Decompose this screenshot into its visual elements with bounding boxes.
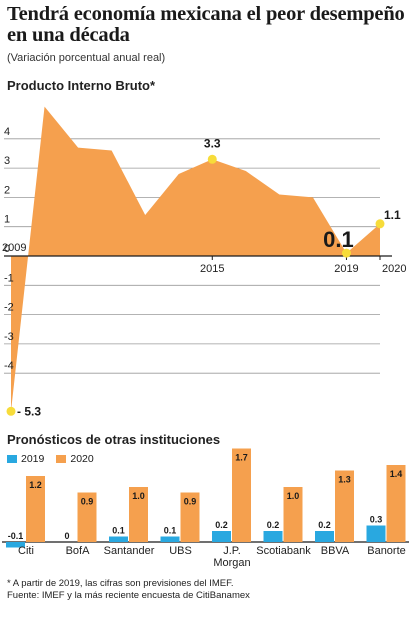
bar-2019 — [263, 531, 283, 542]
bar-2020 — [283, 487, 303, 542]
bar-2019 — [366, 525, 386, 542]
bar-2020 — [335, 470, 354, 542]
bar-value-label: 0.1 — [112, 526, 125, 536]
bar-value-label: 1.2 — [29, 480, 42, 490]
bar-2019 — [315, 531, 334, 542]
gdp-chart-title: Producto Interno Bruto* — [7, 78, 156, 93]
y-tick-label: 4 — [4, 126, 10, 138]
bar-2020 — [129, 487, 148, 542]
footnote-note: * A partir de 2019, las cifras son previ… — [7, 578, 234, 589]
legend-label-2019: 2019 — [21, 453, 45, 465]
bar-2019 — [160, 536, 180, 542]
bar-2019 — [109, 536, 128, 542]
footnote-source: Fuente: IMEF y la más reciente encuesta … — [7, 590, 250, 601]
category-label: Santander — [104, 545, 155, 557]
highlight-label: 3.3 — [204, 136, 221, 150]
bar-value-label: 0.2 — [215, 520, 228, 530]
gdp-area — [11, 106, 380, 412]
bar-value-label: 1.0 — [132, 491, 145, 501]
y-tick-label: 3 — [4, 155, 10, 167]
bar-value-label: 0.2 — [267, 520, 280, 530]
category-label: UBS — [169, 545, 192, 557]
highlight-label: 0.1 — [323, 227, 354, 252]
bar-value-label: 1.0 — [287, 491, 300, 501]
bar-value-label: 0.2 — [318, 520, 331, 530]
category-label: J.P. Morgan — [213, 545, 250, 569]
category-label: BBVA — [321, 545, 350, 557]
bar-value-label: 0.9 — [184, 497, 197, 507]
gdp-area-chart: 4 3 2 1 0 -1 -2 -3 -4 2009 2015 2019 2020 - 5.3 3.3 0.1… — [2, 106, 406, 418]
category-label: Banorte — [367, 545, 406, 557]
y-tick-label: 2 — [4, 184, 10, 196]
y-tick-label: 1 — [4, 214, 10, 226]
legend-item-2020: 2020 — [56, 453, 94, 465]
highlight-point — [6, 406, 16, 416]
bar-value-label: 1.4 — [390, 469, 403, 479]
highlight-point — [375, 219, 385, 229]
page-subtitle: (Variación porcentual anual real) — [7, 52, 166, 64]
bar-2020 — [180, 492, 200, 542]
category-label: Scotiabank — [256, 545, 311, 557]
x-tick-label: 2009 — [2, 242, 26, 254]
bar-2020 — [232, 448, 251, 542]
highlight-label: 1.1 — [384, 208, 401, 222]
bar-2019 — [212, 531, 231, 542]
legend-swatch-2019 — [7, 455, 17, 463]
bar-value-label: 0.1 — [164, 526, 177, 536]
x-tick-label: 2015 — [200, 263, 224, 275]
bar-value-label: 0.3 — [370, 515, 383, 525]
page-title: Tendrá economía mexicana el peor desempe… — [7, 3, 405, 46]
bar-value-label: 1.7 — [235, 453, 248, 463]
bar-value-label: 0.9 — [81, 497, 94, 507]
category-label: Citi — [18, 545, 34, 557]
y-tick-label: -2 — [4, 302, 14, 314]
footnote: * A partir de 2019, las cifras son previ… — [7, 578, 250, 602]
y-tick-label: -3 — [4, 331, 14, 343]
bar-value-label: -0.1 — [8, 531, 24, 541]
forecast-chart-title: Pronósticos de otras instituciones — [7, 432, 221, 447]
forecast-legend: 2019 2020 — [7, 453, 94, 465]
x-tick-label: 2019 — [334, 263, 358, 275]
legend-item-2019: 2019 — [7, 453, 44, 465]
legend-label-2020: 2020 — [70, 453, 94, 465]
forecast-bar-chart: -0.1 1.2 Citi 0 0.9 BofA 0.1 1.0 Santander 0.1 0.9… — [2, 448, 409, 569]
bar-2020 — [77, 492, 97, 542]
bar-value-label: 0 — [64, 531, 69, 541]
highlight-label: - 5.3 — [17, 404, 41, 418]
y-tick-label: 0 — [4, 243, 10, 255]
y-tick-label: -4 — [4, 360, 14, 372]
highlight-point — [207, 154, 217, 164]
highlight-point — [341, 248, 351, 258]
bar-2020 — [26, 476, 45, 542]
bar-2019 — [6, 542, 25, 548]
x-tick-label: 2020 — [382, 263, 406, 275]
bar-2020 — [386, 465, 406, 542]
legend-swatch-2020 — [56, 455, 67, 463]
bar-value-label: 1.3 — [338, 475, 351, 485]
category-label: BofA — [66, 545, 91, 557]
y-tick-label: -1 — [4, 272, 14, 284]
